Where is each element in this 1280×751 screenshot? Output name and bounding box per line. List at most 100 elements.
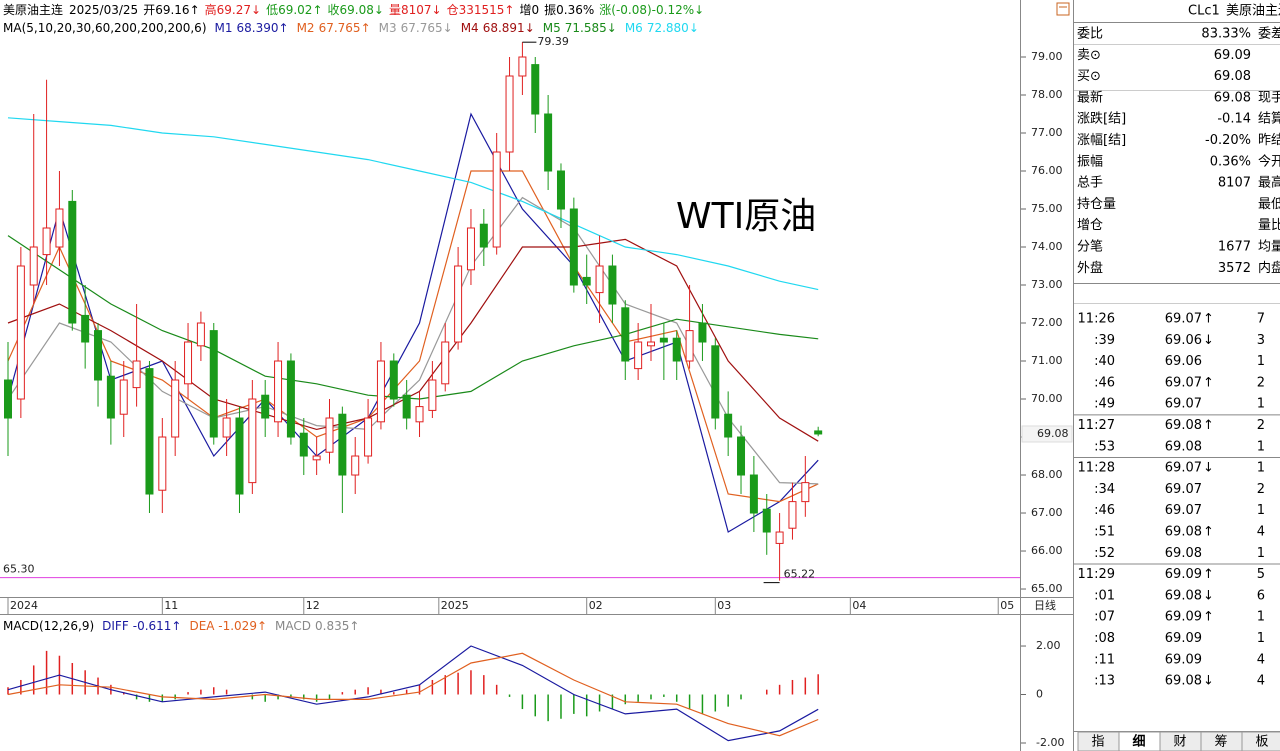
candle-body [261,394,270,419]
candle-body [145,368,154,495]
legend-arrow: ↑ [257,619,267,633]
y-tick-label: 2.00 [1036,639,1061,652]
tab-label[interactable]: 筹 [1214,734,1227,750]
candle-body [672,337,681,362]
tab-label[interactable]: 指 [1091,735,1104,750]
tick-price: 69.06 [1165,354,1202,369]
legend-value: 68.390 [237,21,279,35]
tick-price: 69.09 [1165,652,1202,667]
row-label2: 最高 [1258,175,1280,191]
quote-arrow: ↑ [190,3,200,17]
row-label2: 昨结算 [1258,133,1280,148]
quote-label: 量 [389,3,401,17]
x-tick-label: 04 [852,599,866,612]
tick-volume: 2 [1257,482,1265,497]
tab[interactable] [1241,731,1280,751]
tick-price: 69.07 [1165,482,1202,497]
tick-price: 69.09 [1165,610,1202,625]
quote-label: 涨 [599,2,611,17]
candle-body [402,394,411,419]
legend-arrow: ↓ [607,21,617,35]
legend-name: DEA [189,619,215,633]
candle-body [16,265,25,400]
candle-body [158,436,167,491]
tick-arrow: ↑ [1203,375,1214,390]
candle-body [235,417,244,495]
legend-value: -0.611 [133,619,172,633]
candle-body [364,417,373,457]
quote-arrow: ↑ [504,3,514,17]
row-value: 8107 [1218,176,1251,191]
tick-volume: 1 [1257,397,1265,412]
candle-body [184,341,193,385]
candle-body [274,360,283,423]
candle-body [94,330,103,381]
ma-line [7,170,819,503]
row-label: 总手 [1077,176,1103,191]
tick-time: :01 [1094,588,1115,603]
tab-label[interactable]: 细 [1132,734,1145,750]
candle-body [582,276,591,286]
quote-header: 美原油主连 2025/03/25 开69.16↑ 高69.27↓ 低69.02↑ 收69.… [3,2,704,17]
quote-arrow: ↓ [432,3,442,17]
last-price-box [1021,425,1073,443]
tick-volume: 1 [1257,461,1265,476]
tab-label[interactable]: 板 [1255,735,1268,750]
macd-chart [7,645,819,742]
row-label: 振幅 [1077,154,1103,169]
candle-body [801,482,810,503]
candle-body [505,75,514,153]
row-value: 83.33% [1201,27,1251,42]
tick-time: :11 [1094,652,1115,667]
y-tick-label: 70.00 [1031,392,1063,405]
candle-body [81,314,90,343]
candle-body [68,200,77,324]
tick-price: 69.09 [1165,567,1202,582]
reference-label: 65.30 [3,563,35,576]
legend-name: M5 [543,21,561,35]
legend-name: M3 [379,21,397,35]
quote-arrow: ↓ [694,3,704,17]
y-tick-label: 79.00 [1031,50,1063,63]
row-label: 卖⊙ [1077,48,1101,63]
quote-value: 69.16 [155,3,189,17]
y-tick-label: 71.00 [1031,354,1063,367]
y-tick-label: 73.00 [1031,278,1063,291]
tick-time: 11:28 [1078,461,1115,476]
candle-body [466,227,475,271]
x-tick-label: 12 [306,599,320,612]
tick-price: 69.07 [1165,503,1202,518]
window-icon[interactable] [1056,2,1070,16]
quote-arrow: ↓ [251,3,261,17]
tick-arrow: ↓ [1203,674,1214,689]
legend-name: DIFF [102,619,129,633]
quote-arrow: ↓ [374,3,384,17]
dea-line [7,652,819,737]
quote-value: 69.02 [278,3,312,17]
candle-body [711,345,720,419]
legend-value: 67.765 [319,21,361,35]
tick-price: 69.09 [1165,631,1202,646]
diff-line [7,645,819,742]
row-label: 最新 [1077,89,1103,105]
x-tick-label: 03 [717,599,731,612]
quote-label: 高 [205,2,217,17]
candle-body [441,341,450,385]
legend-name: M1 [215,21,233,35]
last-price-label: 69.08 [1037,427,1069,440]
candle-body [518,56,527,77]
quote-label: 低 [266,3,278,17]
tick-time: :46 [1094,375,1115,390]
candle-body [737,436,746,476]
row-value: 69.08 [1214,69,1251,84]
tick-time: :46 [1094,503,1115,518]
candle-body [685,330,694,362]
candle-body [608,265,617,305]
ma-title: MA(5,10,20,30,60,200,200,200,6) [3,21,207,35]
tick-arrow: ↑ [1203,567,1214,582]
y-tick-label: 74.00 [1031,240,1063,253]
y-tick-label: 67.00 [1031,506,1063,519]
row-value: -0.14 [1217,112,1251,127]
tab-label[interactable]: 财 [1173,735,1186,750]
